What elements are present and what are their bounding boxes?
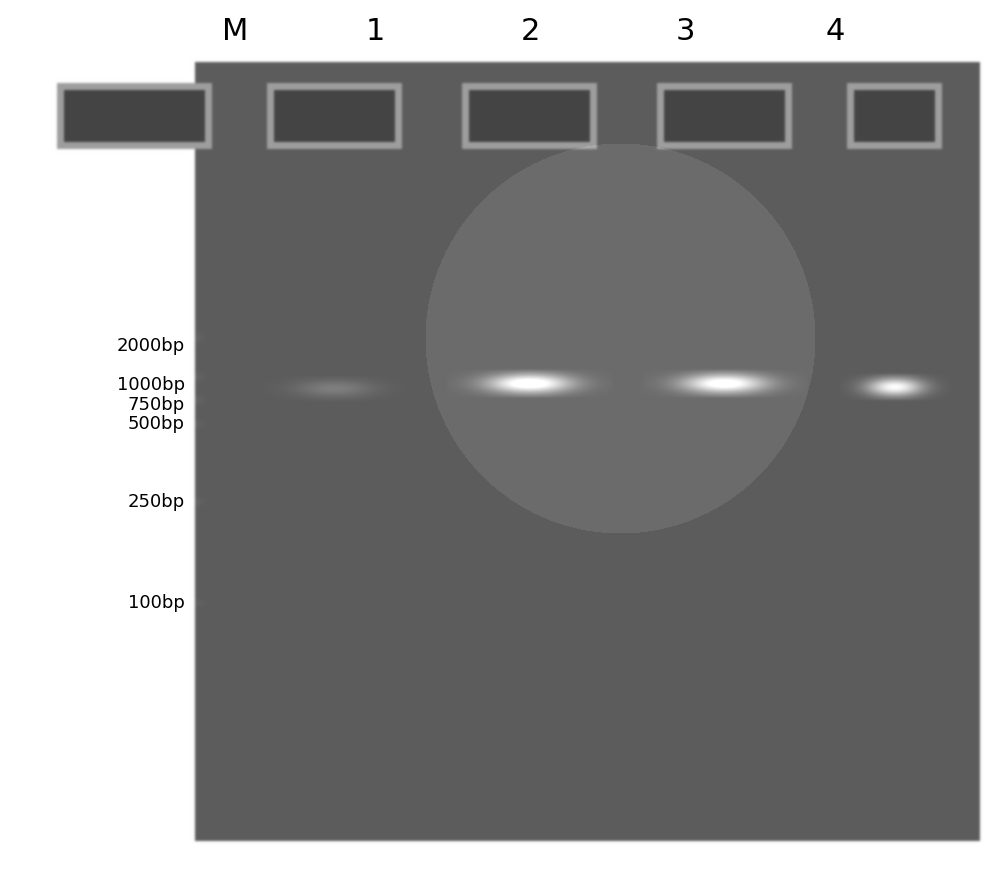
Text: 2000bp: 2000bp	[117, 337, 185, 355]
Text: M: M	[222, 17, 248, 45]
Text: 2: 2	[520, 17, 540, 45]
Text: 4: 4	[825, 17, 845, 45]
Text: 100bp: 100bp	[128, 595, 185, 612]
Text: 250bp: 250bp	[128, 493, 185, 511]
Text: 3: 3	[675, 17, 695, 45]
Text: 1: 1	[365, 17, 385, 45]
Text: 1000bp: 1000bp	[117, 376, 185, 394]
Text: 500bp: 500bp	[128, 416, 185, 433]
Text: 750bp: 750bp	[128, 396, 185, 414]
